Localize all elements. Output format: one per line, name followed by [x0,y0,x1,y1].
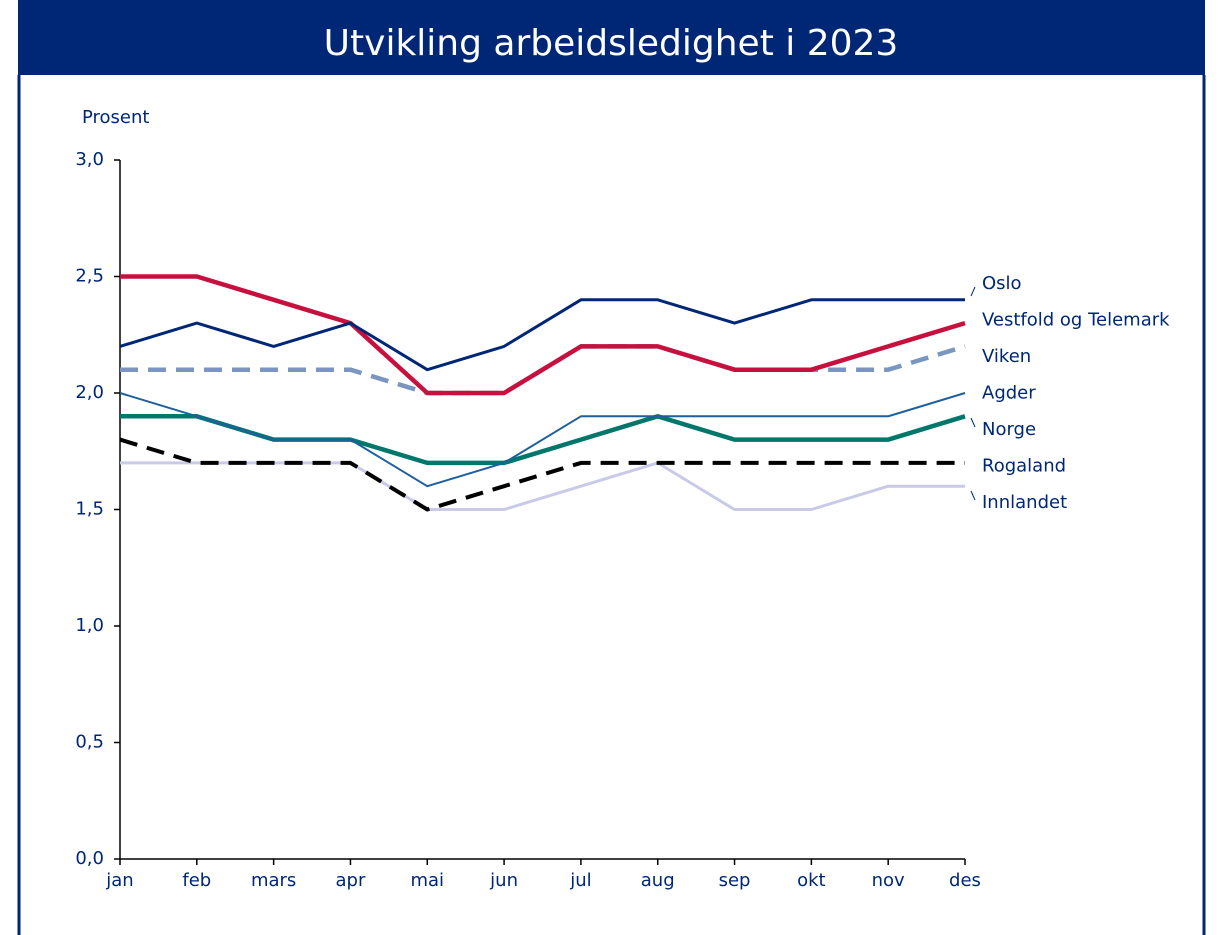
legend-label: Rogaland [982,456,1066,477]
y-axis-label: Prosent [82,107,149,128]
series-line [119,437,965,512]
x-tick-label: jun [489,870,518,891]
y-tick-label: 2,5 [75,266,104,287]
x-tick-label: jan [105,870,133,891]
x-tick-label: aug [641,870,675,891]
y-tick-label: 2,0 [75,382,104,403]
y-tick-label: 1,0 [75,615,104,636]
legend-label: Norge [982,419,1036,440]
series-line [120,461,965,511]
x-tick-label: jul [569,870,591,891]
x-tick-label: mars [251,870,296,891]
leader-line [970,286,976,297]
leader-line [970,490,976,501]
y-tick-label: 1,5 [75,499,104,520]
title-banner [18,0,1205,75]
y-tick-label: 3,0 [75,149,104,170]
series-line [119,392,966,488]
series-line [120,274,966,396]
y-tick-label: 0,0 [75,848,104,869]
series-line [119,298,965,372]
leader-line [970,417,976,428]
legend-label: Vestfold og Telemark [982,310,1170,331]
x-tick-label: mai [410,870,444,891]
x-tick-label: des [949,870,981,891]
legend-label: Agder [982,383,1036,404]
legend-label: Viken [982,346,1031,367]
legend-label: Innlandet [982,492,1067,513]
x-tick-label: feb [182,870,211,891]
x-tick-label: okt [797,870,826,891]
x-tick-label: nov [872,870,905,891]
x-tick-label: sep [719,870,751,891]
x-tick-label: apr [336,870,366,891]
legend-label: Oslo [982,273,1022,294]
y-tick-label: 0,5 [75,732,104,753]
chart-title: Utvikling arbeidsledighet i 2023 [324,23,899,64]
